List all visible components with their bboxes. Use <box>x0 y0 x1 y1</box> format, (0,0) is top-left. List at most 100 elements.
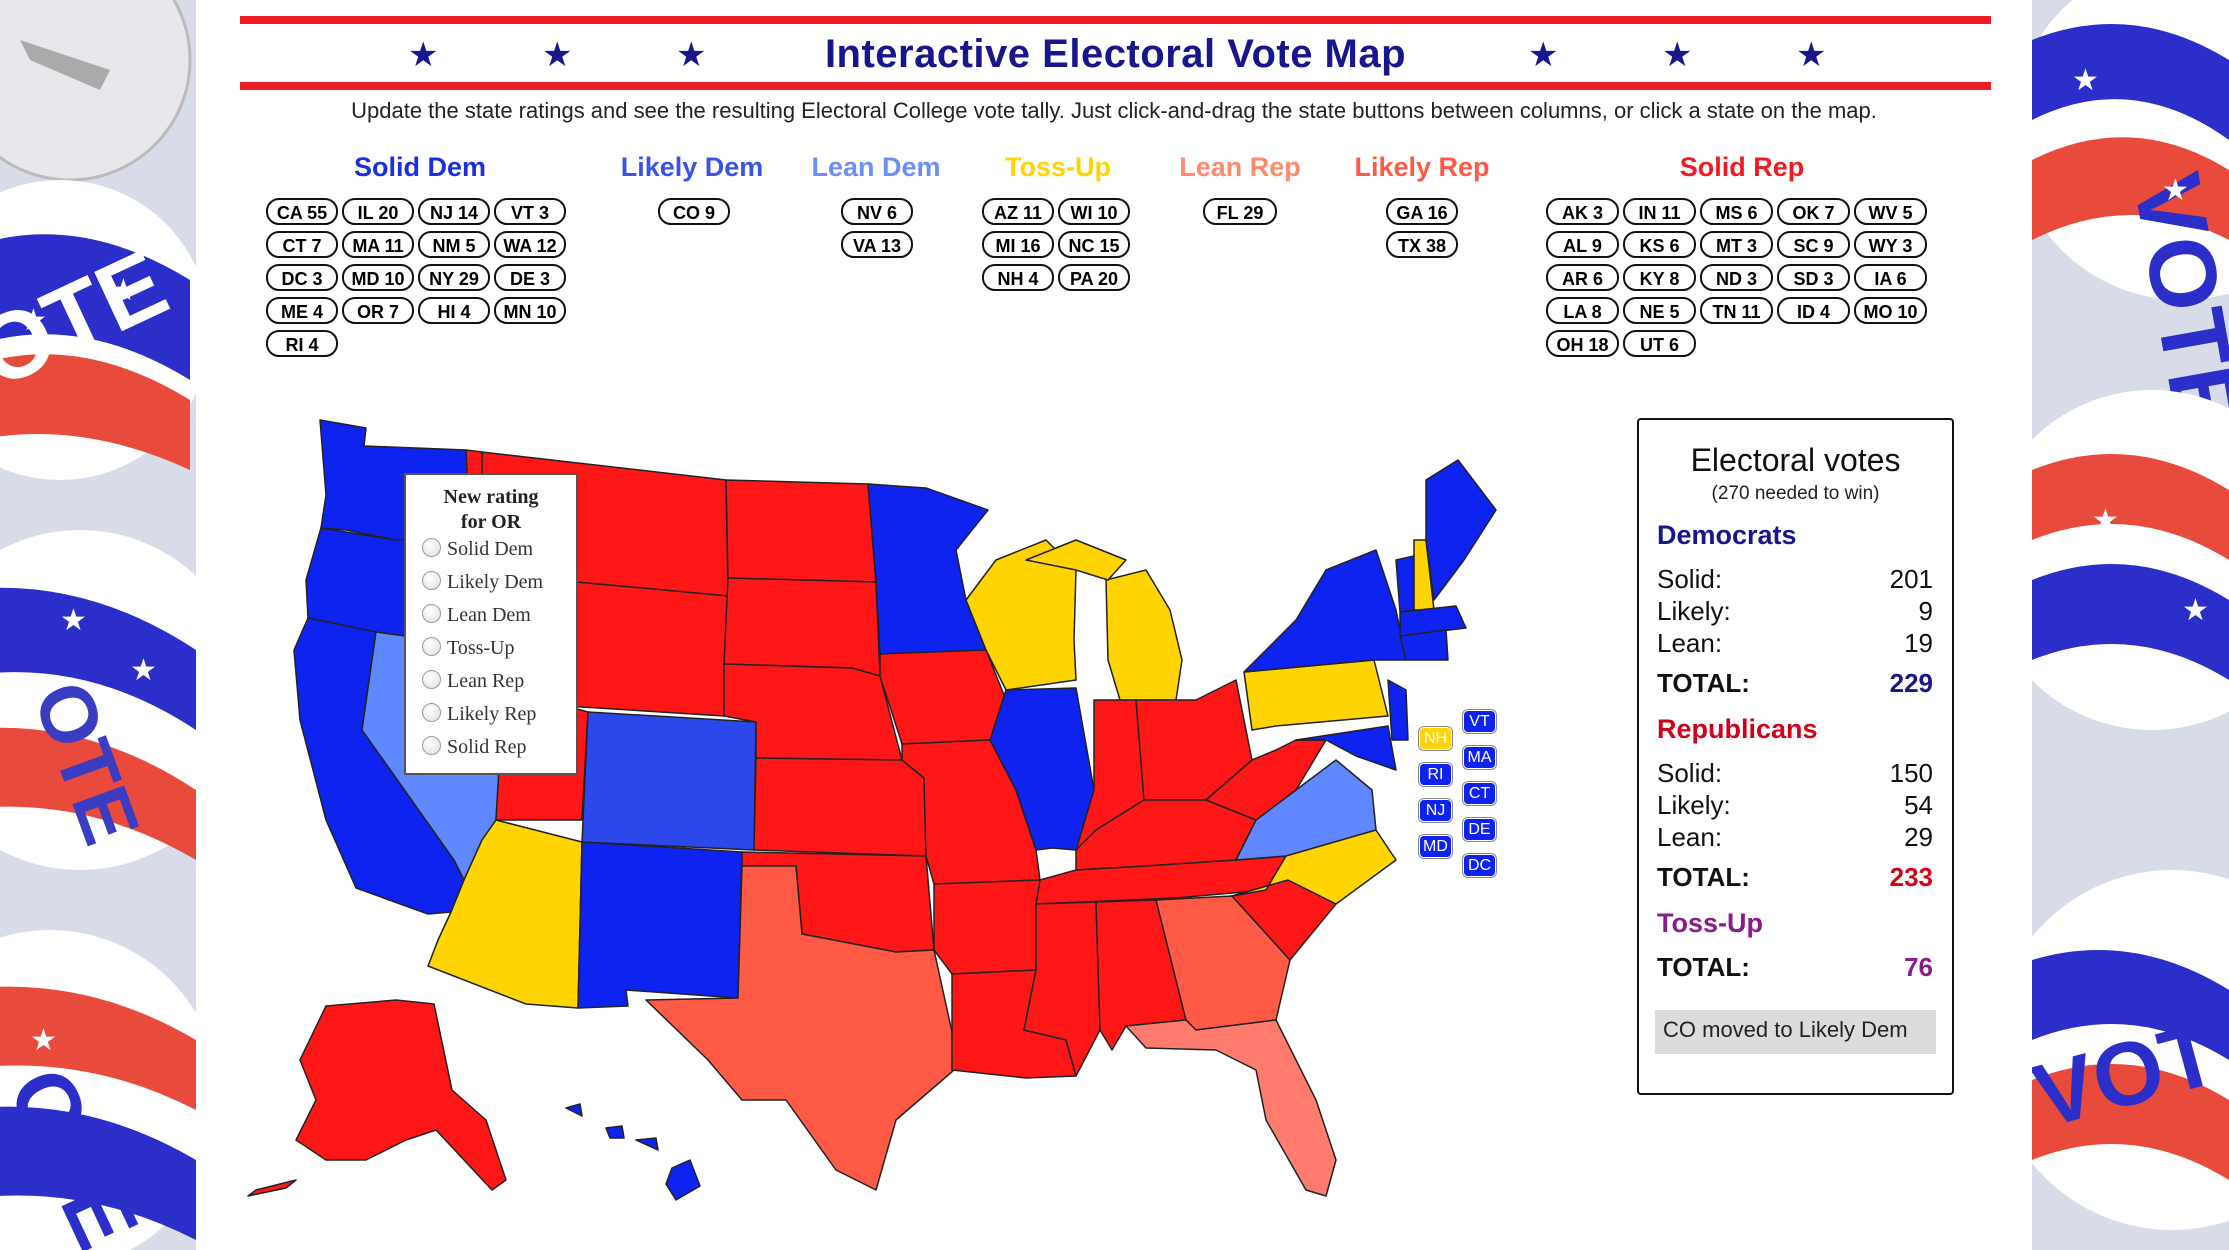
state-chip[interactable]: VT 3 <box>494 198 566 225</box>
state-me <box>1425 459 1497 601</box>
rating-option[interactable]: Likely Dem <box>422 568 543 596</box>
small-state-button-nh[interactable]: NH <box>1419 727 1452 750</box>
state-chip[interactable]: MT 3 <box>1700 231 1773 258</box>
small-state-button-de[interactable]: DE <box>1463 818 1496 841</box>
state-chip[interactable]: NC 15 <box>1058 231 1130 258</box>
state-chip[interactable]: IA 6 <box>1854 264 1927 291</box>
small-state-button-md[interactable]: MD <box>1419 835 1452 858</box>
state-chip[interactable]: WI 10 <box>1058 198 1130 225</box>
rating-option[interactable]: Likely Rep <box>422 700 536 728</box>
state-chip[interactable]: TX 38 <box>1386 231 1458 258</box>
state-nm <box>577 841 743 1009</box>
small-state-button-vt[interactable]: VT <box>1463 710 1496 733</box>
state-chip[interactable]: ID 4 <box>1777 297 1850 324</box>
state-chip[interactable]: WY 3 <box>1854 231 1927 258</box>
instructions-text: Update the state ratings and see the res… <box>351 98 1877 123</box>
radio-button[interactable] <box>422 670 441 689</box>
small-state-button-nj[interactable]: NJ <box>1419 799 1452 822</box>
state-chip[interactable]: PA 20 <box>1058 264 1130 291</box>
state-chip[interactable]: CA 55 <box>266 198 338 225</box>
state-chip[interactable]: GA 16 <box>1386 198 1458 225</box>
state-chip[interactable]: VA 13 <box>841 231 913 258</box>
rating-option[interactable]: Toss-Up <box>422 634 515 662</box>
state-chip[interactable]: MA 11 <box>342 231 414 258</box>
rating-popup: New rating for OR Solid Dem Likely Dem Lea… <box>404 473 578 775</box>
rating-option[interactable]: Lean Rep <box>422 667 524 695</box>
state-chip[interactable]: RI 4 <box>266 330 338 357</box>
column-header-solid-dem: Solid Dem <box>353 152 487 182</box>
state-chip[interactable]: CT 7 <box>266 231 338 258</box>
state-chip[interactable]: IL 20 <box>342 198 414 225</box>
republicans-heading: Republicans <box>1657 714 1818 744</box>
state-il <box>989 687 1095 851</box>
state-chip[interactable]: HI 4 <box>418 297 490 324</box>
state-tx <box>645 865 955 1191</box>
state-chip[interactable]: NH 4 <box>982 264 1054 291</box>
radio-button[interactable] <box>422 604 441 623</box>
radio-button[interactable] <box>422 736 441 755</box>
svg-text:★: ★ <box>130 654 157 687</box>
rating-option[interactable]: Lean Dem <box>422 601 531 629</box>
state-chip[interactable]: SC 9 <box>1777 231 1850 258</box>
small-state-button-dc[interactable]: DC <box>1463 854 1496 877</box>
state-chip[interactable]: MO 10 <box>1854 297 1927 324</box>
column-header-solid-rep: Solid Rep <box>1679 152 1805 182</box>
status-message: CO moved to Likely Dem <box>1655 1010 1936 1054</box>
column-header-toss-up: Toss-Up <box>1005 152 1111 182</box>
state-chip[interactable]: ME 4 <box>266 297 338 324</box>
state-chip[interactable]: SD 3 <box>1777 264 1850 291</box>
radio-button[interactable] <box>422 571 441 590</box>
rating-option[interactable]: Solid Rep <box>422 733 526 761</box>
svg-text:★: ★ <box>2182 594 2209 627</box>
tally-subtitle: (270 needed to win) <box>1711 483 1880 504</box>
svg-text:★: ★ <box>60 604 87 637</box>
state-chip[interactable]: AK 3 <box>1546 198 1619 225</box>
state-va <box>1235 759 1377 861</box>
tally-title: Electoral votes <box>1690 442 1901 478</box>
state-chip[interactable]: LA 8 <box>1546 297 1619 324</box>
state-chip[interactable]: OH 18 <box>1546 330 1619 357</box>
state-chip[interactable]: AZ 11 <box>982 198 1054 225</box>
state-chip[interactable]: CO 9 <box>658 198 730 225</box>
small-state-button-ct[interactable]: CT <box>1463 782 1496 805</box>
state-mi <box>1105 569 1183 701</box>
state-chip[interactable]: TN 11 <box>1700 297 1773 324</box>
state-chip[interactable]: NM 5 <box>418 231 490 258</box>
tossup-heading: Toss-Up <box>1657 908 1763 938</box>
state-nd <box>725 479 877 583</box>
radio-button[interactable] <box>422 538 441 557</box>
state-chip[interactable]: AR 6 <box>1546 264 1619 291</box>
state-chip[interactable]: MD 10 <box>342 264 414 291</box>
state-chip[interactable]: ND 3 <box>1700 264 1773 291</box>
state-chip[interactable]: NJ 14 <box>418 198 490 225</box>
state-chip[interactable]: OK 7 <box>1777 198 1850 225</box>
state-chip[interactable]: AL 9 <box>1546 231 1619 258</box>
small-state-button-ri[interactable]: RI <box>1419 763 1452 786</box>
radio-button[interactable] <box>422 637 441 656</box>
state-chip[interactable]: DE 3 <box>494 264 566 291</box>
state-chip[interactable]: WV 5 <box>1854 198 1927 225</box>
title-banner: ★ ★ ★ Interactive Electoral Vote Map ★ ★… <box>240 16 1991 90</box>
state-chip[interactable]: KY 8 <box>1623 264 1696 291</box>
state-chip[interactable]: NE 5 <box>1623 297 1696 324</box>
state-chip[interactable]: WA 12 <box>494 231 566 258</box>
radio-button[interactable] <box>422 703 441 722</box>
state-chip[interactable]: KS 6 <box>1623 231 1696 258</box>
state-chip[interactable]: FL 29 <box>1203 198 1277 225</box>
state-chip[interactable]: DC 3 <box>266 264 338 291</box>
state-chip[interactable]: NV 6 <box>841 198 913 225</box>
state-chip[interactable]: NY 29 <box>418 264 490 291</box>
state-chip[interactable]: IN 11 <box>1623 198 1696 225</box>
state-sd <box>723 577 881 677</box>
state-chip[interactable]: MI 16 <box>982 231 1054 258</box>
state-mn <box>867 483 989 655</box>
small-state-button-ma[interactable]: MA <box>1463 746 1496 769</box>
state-chip[interactable]: UT 6 <box>1623 330 1696 357</box>
state-chip[interactable]: MS 6 <box>1700 198 1773 225</box>
state-chip[interactable]: MN 10 <box>494 297 566 324</box>
svg-text:★: ★ <box>2072 64 2099 97</box>
rating-option[interactable]: Solid Dem <box>422 535 533 563</box>
state-chip[interactable]: OR 7 <box>342 297 414 324</box>
state-nc <box>1231 829 1397 905</box>
column-header-lean-rep: Lean Rep <box>1179 152 1301 182</box>
